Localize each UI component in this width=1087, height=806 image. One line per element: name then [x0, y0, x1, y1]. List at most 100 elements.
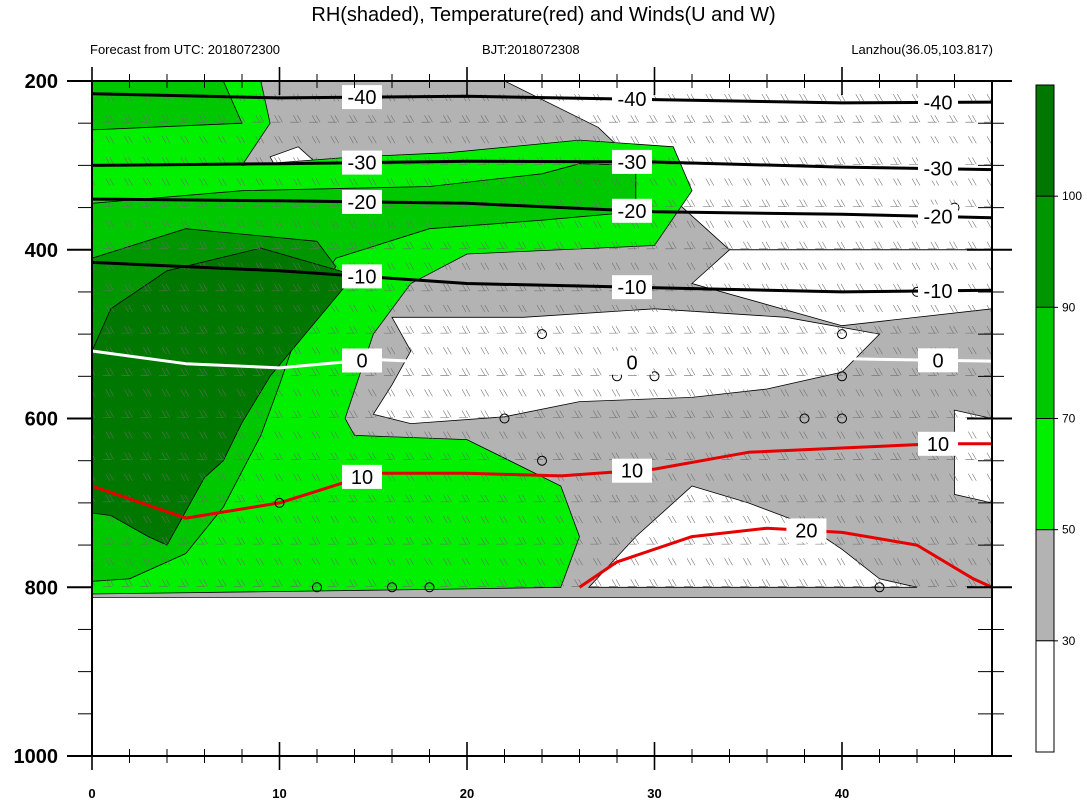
wind-barb-row: [92, 431, 992, 439]
wind-barb-row: [92, 558, 992, 566]
contour-label-bg: [342, 85, 382, 110]
contour-label-3-2: -10: [924, 281, 953, 303]
contour-label-1-2: -30: [924, 159, 953, 181]
temperature-contour-2: [92, 197, 992, 220]
calm-marker-layer: [274, 202, 960, 593]
colorbar-box: [1035, 84, 1055, 197]
contour-label-bg: [612, 350, 652, 375]
temperature-contour-layer: [92, 92, 992, 589]
contour-label-bg: [918, 431, 958, 456]
contour-label-bg: [918, 204, 958, 229]
colorbar-box: [1035, 306, 1055, 419]
wind-barb-row: [84, 73, 995, 80]
colorbar-tick-label: 50: [1062, 523, 1076, 537]
contour-label-layer: -40 -40 -40 -30 -30 -30 -20 -20 -20 -10 -10 -10 0 0 0 1…: [342, 85, 958, 543]
y-tick-label: 600: [25, 409, 58, 431]
contour-label-0-0: -40: [348, 87, 377, 109]
contour-label-0-2: -40: [924, 92, 953, 114]
wind-barb-row: [92, 368, 992, 376]
calm-marker: [387, 582, 397, 593]
rh-region-5: [954, 409, 992, 504]
x-tick-label: 0: [88, 786, 95, 801]
location-label: Lanzhou(36.05,103.817): [851, 42, 993, 57]
calm-marker: [537, 329, 547, 340]
calm-marker: [837, 371, 847, 382]
wind-barb-row: [92, 220, 992, 228]
y-tick-label: 400: [25, 240, 58, 262]
calm-marker: [799, 413, 810, 424]
colorbar-box: [1035, 640, 1055, 753]
wind-barb-row: [92, 304, 992, 313]
wind-barb-row: [92, 115, 992, 123]
contour-label-5-0: 10: [351, 467, 373, 489]
temperature-contour-0: [92, 92, 992, 105]
contour-label-5-2: 10: [927, 434, 949, 456]
colorbar-box: [1035, 195, 1055, 308]
contour-label-2-2: -20: [924, 207, 953, 229]
x-tick-label: 20: [460, 786, 474, 801]
rh-shading-layer: [92, 81, 992, 598]
contour-label-4-2: 0: [932, 350, 943, 372]
contour-label-3-0: -10: [348, 266, 377, 288]
calm-marker: [424, 582, 435, 593]
contour-label-bg: [612, 275, 652, 300]
y-tick-label: 200: [25, 71, 58, 93]
contour-label-bg: [342, 189, 382, 214]
y-tick-label: 1000: [14, 746, 59, 768]
contour-label-5-1: 10: [621, 461, 643, 483]
contour-label-bg: [342, 264, 382, 289]
contour-label-6-0: 20: [795, 520, 817, 542]
contour-label-1-1: -30: [618, 152, 647, 174]
temperature-contour-5: [92, 442, 992, 520]
contour-label-1-0: -30: [348, 153, 377, 175]
contour-label-bg: [918, 156, 958, 181]
wind-barb-row: [92, 473, 992, 481]
rh-region-11: [92, 247, 356, 546]
contour-label-0-1: -40: [618, 89, 647, 111]
wind-barb-row: [92, 178, 992, 186]
x-tick-label: 40: [835, 786, 849, 801]
bjt-time-label: BJT:2018072308: [482, 42, 580, 57]
contour-label-bg: [612, 458, 652, 483]
contour-label-bg: [918, 90, 958, 115]
calm-marker: [312, 582, 322, 593]
calm-marker: [837, 413, 847, 424]
calm-marker: [537, 455, 547, 466]
wind-barb-row: [92, 136, 992, 144]
wind-barb-row: [92, 579, 992, 587]
contour-label-bg: [786, 518, 827, 543]
contour-label-2-0: -20: [348, 192, 377, 214]
calm-marker: [499, 413, 510, 424]
wind-barb-row: [92, 241, 992, 250]
x-tick-label: 10: [272, 786, 286, 801]
forecast-time-label: Forecast from UTC: 2018072300: [90, 42, 281, 57]
calm-marker: [837, 329, 847, 340]
colorbar-box: [1035, 418, 1055, 531]
wind-barb-row: [92, 389, 992, 397]
colorbar-tick-label: 70: [1062, 412, 1076, 426]
colorbar: 100 90 70 50 30: [1035, 84, 1082, 753]
rh-region-8: [92, 81, 243, 131]
wind-barb-row: [92, 347, 992, 355]
wind-barb-row: [92, 410, 992, 418]
contour-label-3-1: -10: [618, 277, 647, 299]
contour-label-bg: [342, 464, 382, 489]
contour-label-bg: [342, 348, 382, 373]
contour-label-bg: [342, 150, 382, 175]
temperature-contour-1: [92, 159, 992, 172]
calm-marker: [274, 497, 285, 508]
colorbar-box: [1035, 529, 1055, 642]
temperature-contour-4: [92, 349, 992, 370]
rh-region-4: [587, 485, 918, 588]
wind-barb-row: [92, 325, 992, 334]
colorbar-tick-label: 90: [1062, 300, 1076, 314]
calm-marker: [649, 371, 660, 382]
x-tick-label: 30: [647, 786, 661, 801]
contour-label-bg: [612, 149, 652, 174]
calm-marker: [874, 582, 885, 593]
wind-barb-row: [92, 452, 992, 460]
colorbar-tick-label: 30: [1062, 634, 1076, 648]
colorbar-tick-label: 100: [1062, 189, 1082, 203]
